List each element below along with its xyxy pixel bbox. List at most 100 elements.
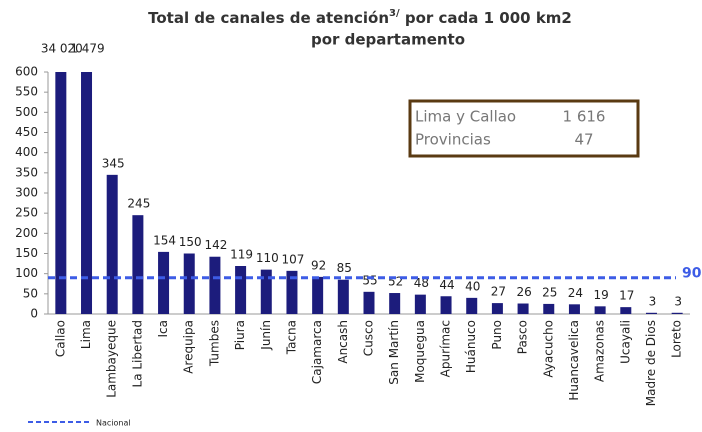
chart-subtitle: por departamento (311, 31, 465, 49)
bar (81, 72, 93, 315)
bar (645, 312, 657, 314)
inset-label: Lima y Callao (415, 108, 516, 126)
x-tick-label: Junín (259, 320, 273, 351)
x-tick-label: Lambayeque (105, 320, 119, 398)
value-label: 25 (542, 285, 557, 299)
y-tick-label: 200 (15, 226, 38, 240)
y-tick-label: 100 (15, 266, 38, 280)
x-tick-label: Huánuco (464, 320, 478, 373)
value-label: 17 (619, 289, 634, 303)
bar (594, 306, 606, 314)
bar (286, 270, 298, 314)
x-tick-label: Ayacucho (541, 320, 555, 378)
reference-label: 90 (682, 266, 702, 282)
bar (491, 303, 503, 314)
bar (620, 307, 632, 314)
value-label: 48 (414, 276, 429, 290)
value-label: 19 (593, 288, 608, 302)
x-tick-label: Loreto (670, 320, 684, 358)
x-tick-label: Ancash (336, 320, 350, 364)
value-label: 26 (516, 285, 531, 299)
value-label: 1 479 (70, 42, 104, 56)
x-tick-label: Moquegua (413, 320, 427, 383)
y-tick-label: 350 (15, 165, 38, 179)
value-label: 27 (491, 285, 506, 299)
y-tick-label: 500 (15, 105, 38, 119)
bar (568, 304, 580, 314)
inset-value: 47 (574, 131, 593, 149)
y-tick-label: 450 (15, 125, 38, 139)
x-tick-label: Huancavelica (567, 320, 581, 401)
value-label: 40 (465, 279, 480, 293)
x-tick-label: San Martín (387, 320, 401, 385)
bar (55, 72, 67, 314)
bar (517, 303, 529, 314)
title-superscript: 3/ (389, 8, 400, 19)
value-label: 150 (179, 235, 202, 249)
value-label: 85 (337, 261, 352, 275)
value-label: 345 (102, 156, 125, 170)
x-tick-label: Lima (79, 320, 93, 349)
chart-title: Total de canales de atención3/ por cada … (148, 8, 572, 27)
value-label: 44 (439, 278, 454, 292)
bar (235, 266, 247, 314)
bar (209, 256, 221, 314)
value-label: 24 (568, 286, 583, 300)
value-label: 34 020 (41, 42, 83, 56)
value-label: 154 (153, 233, 176, 247)
legend-label: Nacional (96, 419, 131, 428)
bar (363, 291, 375, 314)
bar (671, 312, 683, 314)
y-tick-label: 300 (15, 186, 38, 200)
x-tick-label: Tacna (284, 320, 298, 355)
title-main: Total de canales de atención (148, 9, 389, 27)
y-tick-label: 550 (15, 85, 38, 99)
value-label: 3 (674, 294, 682, 308)
value-label: 119 (230, 248, 253, 262)
value-label: 55 (362, 273, 377, 287)
x-tick-label: Amazonas (593, 320, 607, 382)
bar (260, 269, 272, 314)
x-tick-label: Tumbes (207, 320, 221, 367)
inset-value: 1 616 (563, 108, 606, 126)
bar (132, 215, 144, 314)
x-tick-label: Piura (233, 320, 247, 350)
bar (158, 251, 170, 314)
bar (183, 253, 195, 314)
bar (466, 297, 478, 314)
value-label: 3 (649, 294, 657, 308)
value-label: 107 (282, 252, 305, 266)
x-tick-label: Arequipa (182, 320, 196, 374)
title-rest: por cada 1 000 km2 (400, 9, 572, 27)
inset-label: Provincias (415, 131, 491, 149)
y-tick-label: 50 (23, 286, 38, 300)
y-tick-label: 600 (15, 65, 38, 79)
x-tick-label: Cajamarca (310, 320, 324, 384)
bar (543, 303, 555, 314)
x-tick-label: Cusco (362, 320, 376, 356)
bar (337, 279, 349, 314)
y-tick-label: 0 (30, 307, 38, 321)
bar (414, 294, 426, 314)
x-tick-label: La Libertad (130, 320, 144, 387)
bars (55, 72, 683, 315)
y-tick-label: 400 (15, 145, 38, 159)
x-tick-label: Ucayali (618, 320, 632, 364)
x-tick-label: Madre de Dios (644, 320, 658, 406)
bar (312, 276, 324, 314)
value-label: 110 (256, 251, 279, 265)
x-tick-label: Ica (156, 320, 170, 338)
x-tick-label: Puno (490, 320, 504, 350)
bar (440, 296, 452, 314)
bar (389, 293, 401, 314)
value-label: 245 (127, 197, 150, 211)
y-tick-label: 250 (15, 206, 38, 220)
x-tick-label: Pasco (516, 320, 530, 354)
bar (106, 174, 118, 314)
x-tick-label: Callao (53, 320, 67, 357)
y-tick-label: 150 (15, 246, 38, 260)
inset-box (408, 99, 640, 158)
x-tick-label: Apurímac (439, 320, 453, 377)
value-label: 142 (204, 238, 227, 252)
